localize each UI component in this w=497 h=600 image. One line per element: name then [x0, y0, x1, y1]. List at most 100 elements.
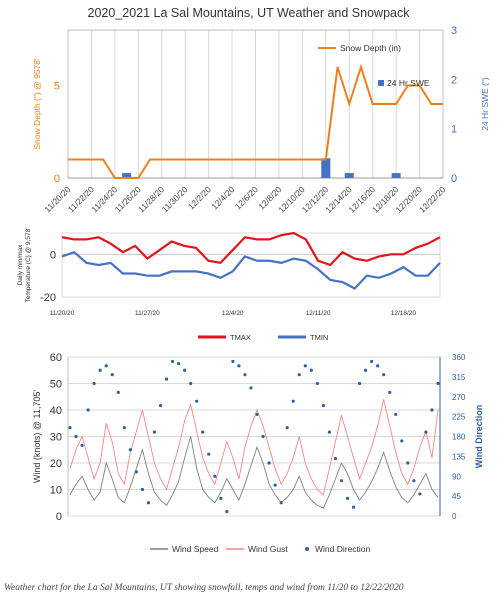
wind-direction-point [370, 359, 374, 364]
wind-direction-point [68, 426, 72, 430]
wind-direction-point [345, 496, 350, 500]
y-tick-label: 50 [50, 379, 62, 391]
wind-direction-point [104, 364, 108, 368]
y2-tick-label: 0 [452, 512, 457, 521]
y2-axis-label: Wind Direction [474, 405, 484, 468]
y2-tick-label: 90 [452, 472, 461, 481]
wind-direction-point [418, 492, 422, 496]
wind-direction-point [98, 368, 102, 372]
y-axis-label-line1: Daily min/max [17, 244, 24, 286]
x-tick-label: 12/6/20 [233, 184, 260, 211]
legend-swe-label: 24 Hr SWE [387, 78, 430, 88]
chart-title: 2020_2021 La Sal Mountains, UT Weather a… [87, 6, 410, 20]
chart-caption: Weather chart for the La Sal Mountains, … [4, 583, 404, 593]
y-tick-label: 60 [50, 352, 62, 364]
wind-direction-point [195, 399, 199, 403]
temperature-chart: -20 0 Daily min/max Temperature (C) @ 9,578… [17, 227, 441, 342]
wind-direction-point [376, 364, 380, 368]
wind-direction-point [86, 408, 90, 412]
legend-wind-speed-label: Wind Speed [172, 544, 219, 554]
wind-direction-point [207, 452, 211, 456]
wind-direction-point [303, 364, 307, 368]
wind-direction-point [357, 381, 362, 386]
wind-direction-point [333, 456, 338, 461]
wind-direction-point [128, 448, 132, 452]
wind-direction-point [297, 373, 301, 377]
y2-tick-label: 225 [452, 413, 466, 422]
y-tick-label: -20 [40, 292, 56, 304]
y-tick-label: 40 [50, 405, 62, 417]
legend-swe-swatch [378, 80, 384, 86]
wind-direction-point [225, 509, 229, 514]
snow-depth-line [68, 63, 443, 179]
y-tick-label: 0 [50, 249, 56, 261]
y-tick-label: 30 [50, 432, 62, 444]
wind-direction-point [406, 461, 410, 465]
wind-direction-point [183, 368, 187, 372]
wind-direction-point [134, 470, 138, 474]
y-axis-label: Wind (knots) @ 11,705' [32, 390, 42, 484]
y2-tick-label: 3 [451, 25, 457, 37]
wind-direction-point [164, 377, 169, 381]
x-tick-label: 11/20/20 [50, 310, 75, 317]
x-tick-label: 12/11/20 [306, 310, 331, 317]
wind-direction-point [237, 364, 241, 368]
wind-direction-point [364, 368, 368, 372]
swe-bar [321, 158, 331, 178]
wind-direction-point [400, 439, 404, 443]
swe-bar [122, 173, 132, 178]
legend-wind-direction-label: Wind Direction [315, 544, 371, 554]
x-tick-label: 12/22/20 [417, 184, 448, 215]
wind-direction-point [255, 412, 259, 417]
wind-direction-point [339, 479, 344, 483]
y-axis-label-line2: Temperature (C) @ 9,578' [25, 227, 32, 302]
wind-direction-point [231, 359, 235, 364]
wind-direction-point [152, 430, 157, 434]
wind-gust-line [69, 399, 439, 496]
wind-direction-point [74, 434, 78, 439]
wind-direction-point [327, 430, 332, 434]
wind-direction-point [267, 461, 271, 465]
wind-direction-point [158, 403, 163, 408]
wind-direction-point [80, 443, 84, 447]
y2-tick-label: 2 [451, 74, 457, 86]
y-tick-label: 0 [54, 173, 60, 185]
x-tick-label: 11/30/20 [160, 184, 190, 214]
y2-axis-label: 24 Hr SWE (") [480, 77, 490, 131]
legend-snow-depth-label: Snow Depth (in) [340, 43, 401, 53]
x-tick-label: 12/18/20 [391, 310, 417, 317]
wind-direction-point [122, 426, 126, 430]
tmax-line [61, 231, 441, 267]
snow-depth-chart: 0 5 0 1 2 3 Snow Depth (") @ 9578' 24 Hr SWE ("… [32, 25, 490, 215]
wind-direction-point [146, 501, 151, 505]
wind-direction-point [382, 373, 386, 377]
wind-direction-point [285, 426, 289, 430]
y-axis-label: Snow Depth (") @ 9578' [32, 58, 42, 150]
wind-direction-point [424, 430, 428, 434]
y-tick-label: 10 [50, 485, 62, 497]
y-tick-label: 5 [54, 81, 60, 93]
wind-direction-point [394, 412, 398, 417]
x-tick-label: 12/4/20 [209, 184, 236, 211]
wind-direction-point [291, 399, 295, 403]
x-tick-label: 12/4/20 [222, 310, 244, 317]
wind-direction-point [110, 373, 114, 377]
tmin-line [61, 250, 441, 290]
wind-direction-point [243, 373, 247, 377]
wind-direction-point [116, 390, 120, 394]
legend-wind-gust-label: Wind Gust [248, 544, 288, 554]
wind-direction-point [201, 430, 205, 434]
x-tick-label: 11/27/20 [135, 310, 160, 317]
wind-speed-line [69, 436, 439, 509]
wind-direction-point [189, 381, 193, 386]
y2-tick-label: 270 [452, 393, 466, 402]
wind-direction-point [92, 381, 96, 386]
swe-bar [391, 173, 401, 178]
wind-direction-point [279, 501, 283, 505]
wind-direction-point [430, 408, 434, 412]
wind-direction-point [321, 403, 325, 408]
y2-tick-label: 0 [451, 173, 457, 185]
y2-tick-label: 135 [452, 452, 466, 461]
y2-tick-label: 360 [452, 353, 466, 362]
